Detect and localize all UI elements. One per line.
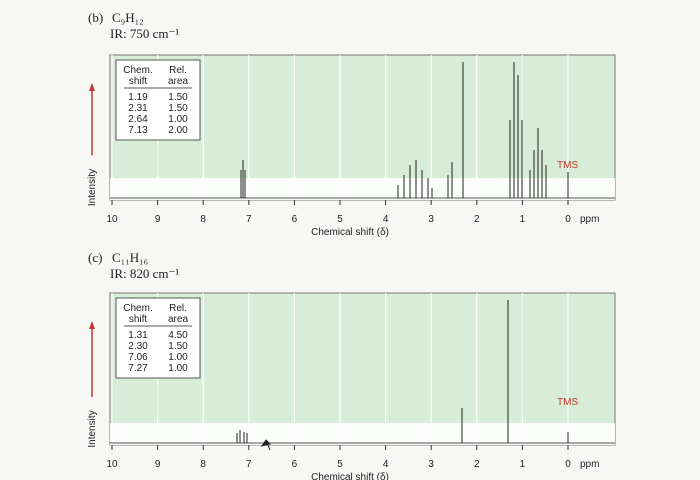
table-box bbox=[115, 59, 201, 141]
tick-label: 3 bbox=[428, 214, 434, 225]
tick-label: 10 bbox=[106, 214, 118, 225]
tick-label: 0 bbox=[565, 459, 571, 470]
y-axis-label: Intensity bbox=[87, 169, 98, 206]
table-cell: 7.27 bbox=[128, 363, 148, 374]
tick-label: 7 bbox=[246, 214, 252, 225]
tick-label: 7 bbox=[246, 459, 252, 470]
table-header: shift bbox=[129, 76, 148, 87]
plot-bottom bbox=[110, 178, 615, 200]
x-axis-label: Chemical shift (δ) bbox=[311, 227, 389, 238]
table-cell: 4.50 bbox=[168, 330, 188, 341]
table-box bbox=[115, 297, 201, 379]
plot-bottom bbox=[110, 423, 615, 445]
tick-label: 9 bbox=[155, 214, 161, 225]
tick-label: 6 bbox=[292, 459, 298, 470]
arrow-head bbox=[89, 321, 95, 329]
tick-label: 10 bbox=[106, 459, 118, 470]
table-cell: 1.31 bbox=[128, 330, 148, 341]
formula: C₉H₁₂ bbox=[112, 10, 144, 25]
tick-label: 1 bbox=[520, 459, 526, 470]
tick-label: 3 bbox=[428, 459, 434, 470]
tick-label: 2 bbox=[474, 459, 480, 470]
tms-label: TMS bbox=[557, 397, 578, 408]
table-cell: 2.64 bbox=[128, 114, 148, 125]
tick-label: 8 bbox=[200, 214, 206, 225]
table-cell: 1.00 bbox=[168, 363, 188, 374]
tick-label: 1 bbox=[520, 214, 526, 225]
tick-label: 6 bbox=[292, 214, 298, 225]
unit: ppm bbox=[580, 459, 599, 470]
table-cell: 1.19 bbox=[128, 92, 148, 103]
ir-band: IR: 820 cm⁻¹ bbox=[110, 266, 179, 281]
tick-label: 8 bbox=[200, 459, 206, 470]
table-header: area bbox=[168, 314, 188, 325]
table-cell: 1.50 bbox=[168, 103, 188, 114]
table-header: area bbox=[168, 76, 188, 87]
table-cell: 2.31 bbox=[128, 103, 148, 114]
table-cell: 1.00 bbox=[168, 114, 188, 125]
tick-label: 5 bbox=[337, 459, 343, 470]
table-header: Chem. bbox=[123, 65, 152, 76]
table-cell: 7.13 bbox=[128, 125, 148, 136]
tick-label: 4 bbox=[383, 459, 389, 470]
table-header: shift bbox=[129, 314, 148, 325]
table-cell: 7.06 bbox=[128, 352, 148, 363]
table-header: Rel. bbox=[169, 65, 187, 76]
table-cell: 1.00 bbox=[168, 352, 188, 363]
tick-label: 4 bbox=[383, 214, 389, 225]
ir-band: IR: 750 cm⁻¹ bbox=[110, 26, 179, 41]
tick-label: 2 bbox=[474, 214, 480, 225]
unit: ppm bbox=[580, 214, 599, 225]
tms-label: TMS bbox=[557, 160, 578, 171]
y-axis-label: Intensity bbox=[87, 410, 98, 447]
table-cell: 2.30 bbox=[128, 341, 148, 352]
table-cell: 1.50 bbox=[168, 92, 188, 103]
annotation-arrow bbox=[260, 439, 271, 451]
x-axis-label: Chemical shift (δ) bbox=[311, 472, 389, 480]
table-cell: 1.50 bbox=[168, 341, 188, 352]
formula: C₁₁H₁₆ bbox=[112, 250, 148, 265]
problem-label: (b) bbox=[88, 10, 103, 25]
table-cell: 2.00 bbox=[168, 125, 188, 136]
tick-label: 5 bbox=[337, 214, 343, 225]
table-header: Chem. bbox=[123, 303, 152, 314]
arrow-head bbox=[89, 83, 95, 91]
problem-label: (c) bbox=[88, 250, 102, 265]
table-header: Rel. bbox=[169, 303, 187, 314]
tick-label: 0 bbox=[565, 214, 571, 225]
tick-label: 9 bbox=[155, 459, 161, 470]
